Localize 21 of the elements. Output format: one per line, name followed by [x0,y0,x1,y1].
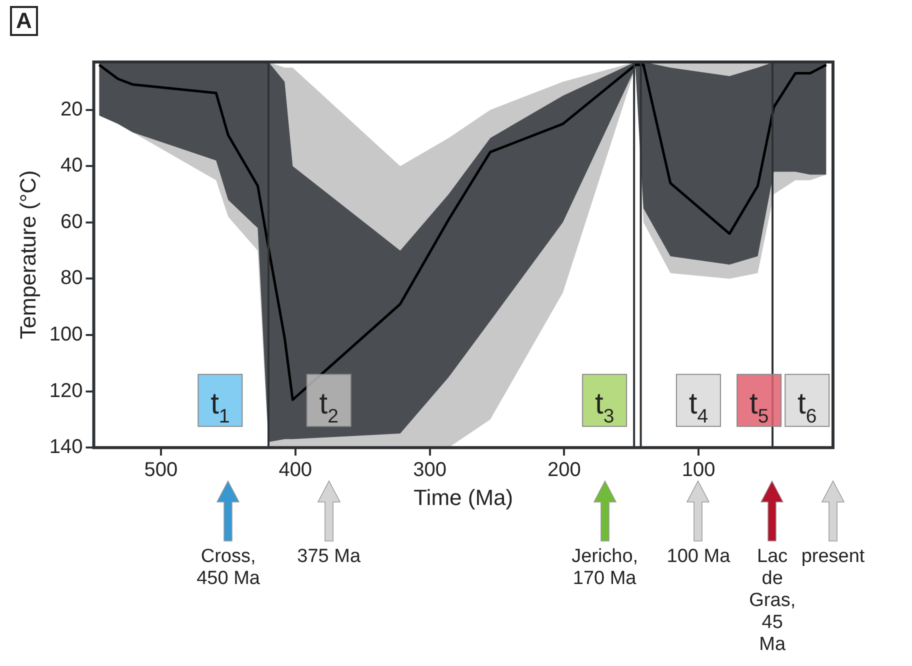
y-axis-title: Temperature (°C) [15,170,40,340]
text: 375 Ma [296,546,362,568]
y-tick-label: 20 [60,98,83,120]
y-tick-label: 140 [49,436,83,458]
y-tick-label: 40 [60,154,83,177]
text: Lac de Gras, 45 Ma [748,546,797,656]
x-tick-label: 400 [278,459,312,482]
text: present [800,546,866,568]
x-tick-label: 200 [548,459,581,482]
x-tick-label: 500 [144,459,178,482]
y-tick-label: 120 [49,380,83,402]
text: A [10,6,38,36]
x-tick-label: 300 [413,459,446,482]
y-tick-label: 100 [49,324,83,346]
y-tick-label: 60 [60,210,83,233]
text: Cross, 450 Ma [196,546,261,590]
x-tick-label: 100 [682,459,716,482]
x-axis-title: Time (Ma) [414,484,514,510]
text: 100 Ma [666,546,732,568]
y-tick-label: 80 [60,267,83,290]
text: Jericho, 170 Ma [572,546,638,590]
